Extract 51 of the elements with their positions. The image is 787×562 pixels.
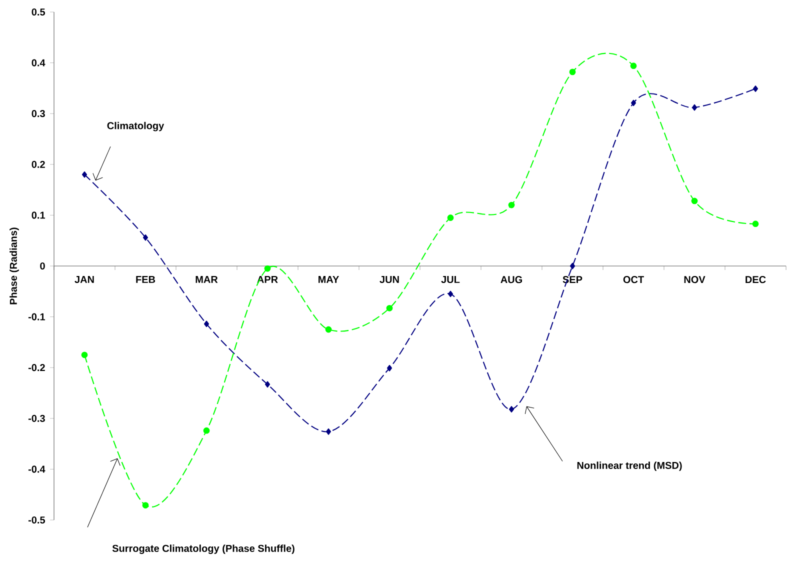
x-tick-label: OCT xyxy=(623,276,644,284)
point xyxy=(82,171,88,178)
point xyxy=(691,198,698,204)
x-tick-label: JAN xyxy=(74,276,94,284)
x-tick-label: NOV xyxy=(684,276,706,284)
point xyxy=(630,100,636,106)
annotation: Climatology xyxy=(107,122,164,132)
x-tick-label: SEP xyxy=(562,276,582,284)
text: Surrogate Climatology (Phase Shuffle) xyxy=(112,544,294,554)
y-tick-label: 0.4 xyxy=(32,59,46,66)
y-tick-label: -0.1 xyxy=(28,313,46,320)
point xyxy=(448,290,454,298)
x-tick-label: JUN xyxy=(380,276,399,284)
x-tick-label: FEB xyxy=(136,276,156,283)
point xyxy=(752,86,758,92)
point xyxy=(325,326,332,333)
point xyxy=(752,220,759,228)
point xyxy=(81,352,88,358)
y-tick-label: 0 xyxy=(40,262,45,270)
point xyxy=(142,502,149,508)
point xyxy=(203,427,210,434)
x-tick-label: MAR xyxy=(196,276,218,283)
point xyxy=(447,214,454,221)
point xyxy=(569,68,576,76)
point xyxy=(386,364,392,372)
point xyxy=(264,381,270,388)
y-tick-label: -0.2 xyxy=(28,364,45,372)
point xyxy=(386,304,393,312)
x-tick-label: AUG xyxy=(500,276,522,284)
y-axis-title: Phase (Radians) xyxy=(10,228,19,304)
point xyxy=(264,265,271,272)
x-tick-label: MAY xyxy=(318,276,339,283)
y-tick-label: 0.3 xyxy=(32,110,45,118)
x-tick-label: DEC xyxy=(746,276,766,284)
point xyxy=(326,428,332,435)
point xyxy=(142,234,148,241)
point xyxy=(508,406,514,412)
y-tick-label: -0.5 xyxy=(28,516,46,524)
y-tick-label: 0.5 xyxy=(32,8,46,16)
x-tick-label: JUL xyxy=(441,276,460,284)
y-tick-label: 0.2 xyxy=(32,160,45,168)
point xyxy=(508,202,515,208)
point xyxy=(204,320,210,328)
y-tick-label: 0.1 xyxy=(32,212,46,219)
annotation: Nonlinear trend (MSD) xyxy=(577,462,682,471)
x-tick-label: APR xyxy=(257,276,278,283)
y-tick-label: -0.3 xyxy=(28,414,45,422)
y-tick-label: -0.4 xyxy=(28,466,46,473)
point xyxy=(692,104,698,111)
point xyxy=(570,262,576,270)
point xyxy=(630,62,637,70)
